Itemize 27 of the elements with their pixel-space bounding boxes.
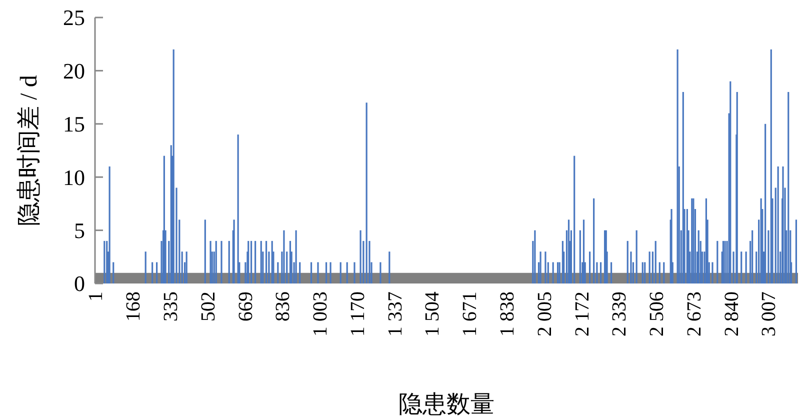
x-tick-label: 2 339 bbox=[608, 292, 631, 336]
x-tick-label: 1 504 bbox=[422, 292, 444, 336]
x-tick-label: 2 005 bbox=[534, 292, 556, 336]
x-tick-label: 1 003 bbox=[310, 292, 332, 336]
y-tick-label: 10 bbox=[63, 164, 85, 190]
x-tick-label: 502 bbox=[197, 292, 220, 322]
x-tick-label: 836 bbox=[272, 292, 294, 322]
x-tick-label: 1 170 bbox=[346, 292, 369, 336]
y-tick-label: 5 bbox=[74, 218, 85, 243]
x-tick-label: 2 673 bbox=[683, 292, 706, 336]
x-tick-label: 168 bbox=[122, 292, 145, 322]
x-axis-title: 隐患数量 bbox=[398, 392, 494, 418]
x-tick-label: 1 337 bbox=[384, 292, 406, 336]
x-tick-label: 2 506 bbox=[646, 292, 668, 336]
x-tick-label: 3 007 bbox=[758, 292, 780, 336]
x-tick-label: 1 671 bbox=[459, 292, 482, 336]
y-tick-label: 25 bbox=[63, 5, 85, 30]
x-tick-label: 1 bbox=[85, 292, 108, 302]
y-tick-label: 20 bbox=[63, 58, 85, 84]
x-tick-label: 2 840 bbox=[720, 292, 743, 336]
x-tick-label: 669 bbox=[234, 292, 257, 322]
y-tick-label: 0 bbox=[74, 271, 85, 296]
y-axis-title: 隐患时间差 / d bbox=[16, 75, 42, 226]
x-tick-label: 1 838 bbox=[496, 292, 518, 336]
x-tick-label: 335 bbox=[160, 292, 182, 322]
y-tick-label: 15 bbox=[63, 112, 85, 137]
x-tick-label: 2 172 bbox=[571, 292, 594, 336]
